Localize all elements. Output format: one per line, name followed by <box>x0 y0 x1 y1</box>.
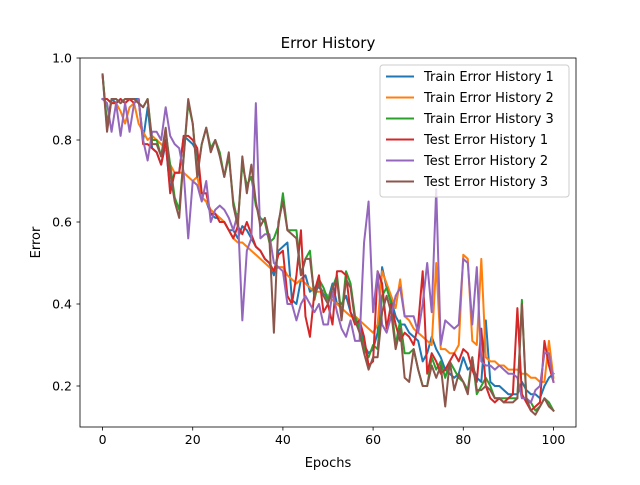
legend-label-5: Test Error History 2 <box>423 154 548 169</box>
x-tick-label: 60 <box>365 432 381 447</box>
legend-label-4: Test Error History 1 <box>423 133 548 148</box>
x-tick-label: 40 <box>275 432 291 447</box>
y-tick-label: 0.6 <box>52 215 72 230</box>
series-layer <box>101 73 555 416</box>
y-axis-label: Error <box>29 226 44 258</box>
series-line-5 <box>101 97 555 404</box>
legend-label-1: Train Error History 1 <box>423 70 554 85</box>
series-line-3 <box>101 73 555 412</box>
x-axis: 0 20 40 60 80 100 <box>99 427 566 447</box>
x-tick-label: 80 <box>455 432 471 447</box>
x-tick-label: 100 <box>542 432 566 447</box>
y-axis: 0.2 0.4 0.6 0.8 1.0 <box>52 51 80 394</box>
y-tick-label: 0.8 <box>52 133 72 148</box>
plot-frame <box>79 57 577 428</box>
legend-box <box>379 64 570 198</box>
chart-title: Error History <box>281 34 376 52</box>
x-tick-label: 0 <box>99 432 107 447</box>
y-tick-label: 0.4 <box>52 297 72 312</box>
legend-label-6: Test Error History 3 <box>423 175 548 190</box>
y-tick-label: 1.0 <box>52 51 72 66</box>
legend-label-2: Train Error History 2 <box>423 91 554 106</box>
y-tick-label: 0.2 <box>52 379 72 394</box>
series-line-6 <box>101 73 555 416</box>
x-axis-label: Epochs <box>305 456 352 471</box>
legend: Train Error History 1 Train Error History… <box>379 64 570 198</box>
legend-label-3: Train Error History 3 <box>423 112 554 127</box>
x-tick-label: 20 <box>185 432 201 447</box>
